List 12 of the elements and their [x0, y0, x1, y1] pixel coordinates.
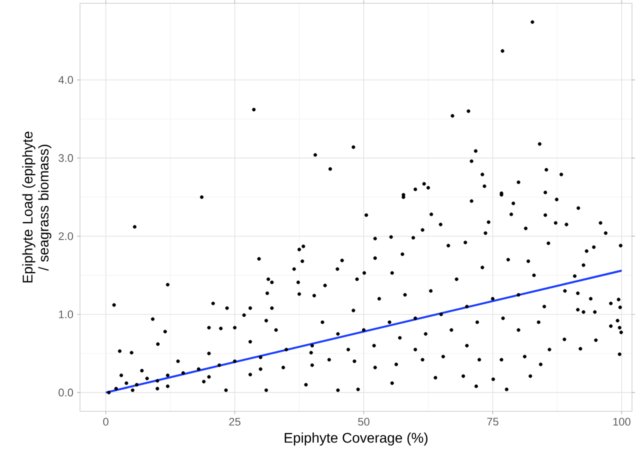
x-tick-label: 50 — [358, 418, 370, 426]
y-axis-title: Epiphyte Load (epiphyte / seagrass biomass) — [22, 132, 52, 282]
y-tick-label: 4.0 — [58, 76, 74, 84]
y-tick-label: 1.0 — [59, 310, 74, 318]
x-tick-label: 75 — [487, 418, 498, 426]
x-tick-label: 100 — [613, 418, 630, 426]
y-tick-label: 0.0 — [58, 388, 74, 396]
y-tick-label: 2.0 — [58, 232, 74, 240]
x-tick-label: 0 — [103, 418, 108, 426]
y-tick-label: 3.0 — [58, 154, 74, 162]
x-axis-title: Epiphyte Coverage (%) — [284, 432, 428, 446]
x-tick-label: 25 — [229, 418, 240, 426]
